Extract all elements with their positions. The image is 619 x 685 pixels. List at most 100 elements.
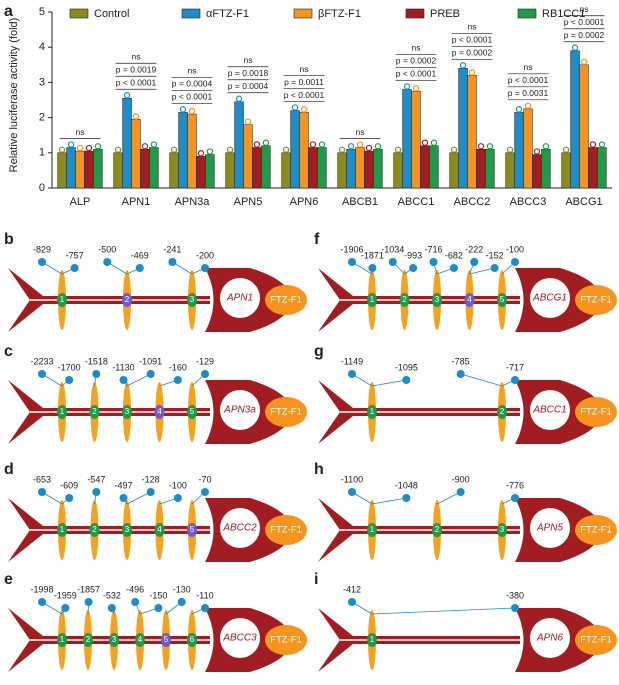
data-point [571, 44, 579, 51]
bar [113, 152, 123, 189]
binding-site [464, 293, 475, 307]
pin [173, 376, 182, 384]
binding-site [57, 523, 67, 537]
data-point [67, 141, 75, 148]
binding-site [135, 633, 145, 647]
pin [402, 376, 411, 384]
legend-label: βFTZ-F1 [318, 8, 361, 20]
bar [485, 149, 495, 189]
significance-label: p = 0.0004 [172, 79, 213, 89]
site-label: 1 [60, 635, 65, 644]
significance-label: p = 0.0002 [396, 56, 437, 66]
pin [38, 598, 46, 606]
y-tick-label: 5 [39, 6, 45, 18]
position-label: -241 [163, 244, 181, 254]
pin-line [371, 497, 407, 505]
bar [355, 147, 365, 189]
x-tick-label: ABCC3 [510, 196, 547, 208]
data-point [58, 146, 66, 153]
bar [429, 145, 439, 189]
data-point [562, 146, 570, 153]
data-point [412, 84, 420, 92]
bar [261, 145, 271, 189]
bar [541, 149, 551, 189]
data-point [394, 146, 402, 153]
position-label: -1034 [381, 244, 404, 254]
panel-label: b [4, 231, 14, 248]
y-tick-label: 3 [39, 76, 45, 88]
pin [409, 264, 418, 272]
gene-label: APN3a [223, 405, 256, 416]
panel-label: g [314, 343, 324, 360]
factor-shape [575, 515, 617, 545]
bar [561, 152, 571, 189]
position-label: -222 [465, 244, 483, 254]
site-label: 1 [60, 407, 65, 416]
pin [65, 376, 74, 384]
pin [146, 488, 155, 496]
bar [420, 145, 430, 189]
position-label: -1518 [85, 356, 108, 366]
pin [119, 494, 128, 502]
position-label: -653 [33, 474, 51, 484]
binding-site [57, 293, 67, 307]
bar [131, 119, 141, 189]
site-label: 1 [370, 295, 375, 304]
position-label: -1857 [77, 584, 100, 594]
pin [92, 370, 101, 378]
data-point [598, 141, 606, 148]
data-point [486, 143, 494, 150]
pin [429, 258, 438, 266]
x-tick-label: ABCC2 [454, 196, 491, 208]
pin [201, 264, 209, 272]
binding-site [399, 293, 410, 307]
binding-site [187, 293, 197, 307]
significance-label: p = 0.0019 [116, 64, 157, 74]
x-tick-label: APN5 [234, 196, 263, 208]
position-label: -496 [126, 584, 144, 594]
head-eye [220, 508, 260, 548]
significance-label: p = 0.0002 [564, 30, 605, 40]
gene-label: APN1 [226, 293, 253, 304]
pin-line [469, 267, 495, 275]
data-point [282, 146, 290, 153]
site-label: 5 [190, 525, 195, 534]
binding-site [122, 405, 132, 419]
pin [131, 598, 140, 606]
position-label: -2233 [30, 356, 53, 366]
position-label: -100 [506, 244, 524, 254]
pin [92, 488, 101, 496]
site-label: 1 [370, 407, 375, 416]
pin [201, 488, 209, 496]
position-label: -1700 [58, 362, 81, 372]
significance-label: p = 0.0002 [452, 48, 493, 58]
site-label: 5 [190, 407, 195, 416]
binding-site [161, 633, 171, 647]
y-axis-label: Relative luciferase activity (fold) [8, 18, 20, 173]
bar [243, 124, 253, 189]
x-tick-label: APN1 [122, 196, 151, 208]
head-eye [220, 278, 260, 318]
position-label: -757 [66, 250, 84, 260]
factor-label: FTZ-F1 [580, 295, 612, 306]
position-label: -776 [506, 480, 524, 490]
data-point [468, 69, 476, 76]
significance-label: p < 0.0001 [396, 69, 437, 79]
position-label: -469 [131, 250, 149, 260]
data-point [533, 148, 541, 155]
pin [177, 598, 186, 606]
site-label: 2 [125, 295, 130, 304]
data-point [515, 106, 523, 113]
position-label: -716 [424, 244, 442, 254]
panel-label: c [4, 343, 13, 360]
gene-label: APN6 [536, 633, 564, 644]
data-point [132, 113, 140, 120]
position-label: -1871 [361, 250, 384, 260]
pin-line [436, 491, 461, 505]
data-point [235, 95, 243, 102]
data-point [403, 83, 411, 90]
bar [364, 150, 374, 189]
position-label: -380 [506, 590, 524, 600]
site-label: 2 [500, 407, 505, 416]
significance-label: p = 0.0004 [228, 81, 269, 91]
